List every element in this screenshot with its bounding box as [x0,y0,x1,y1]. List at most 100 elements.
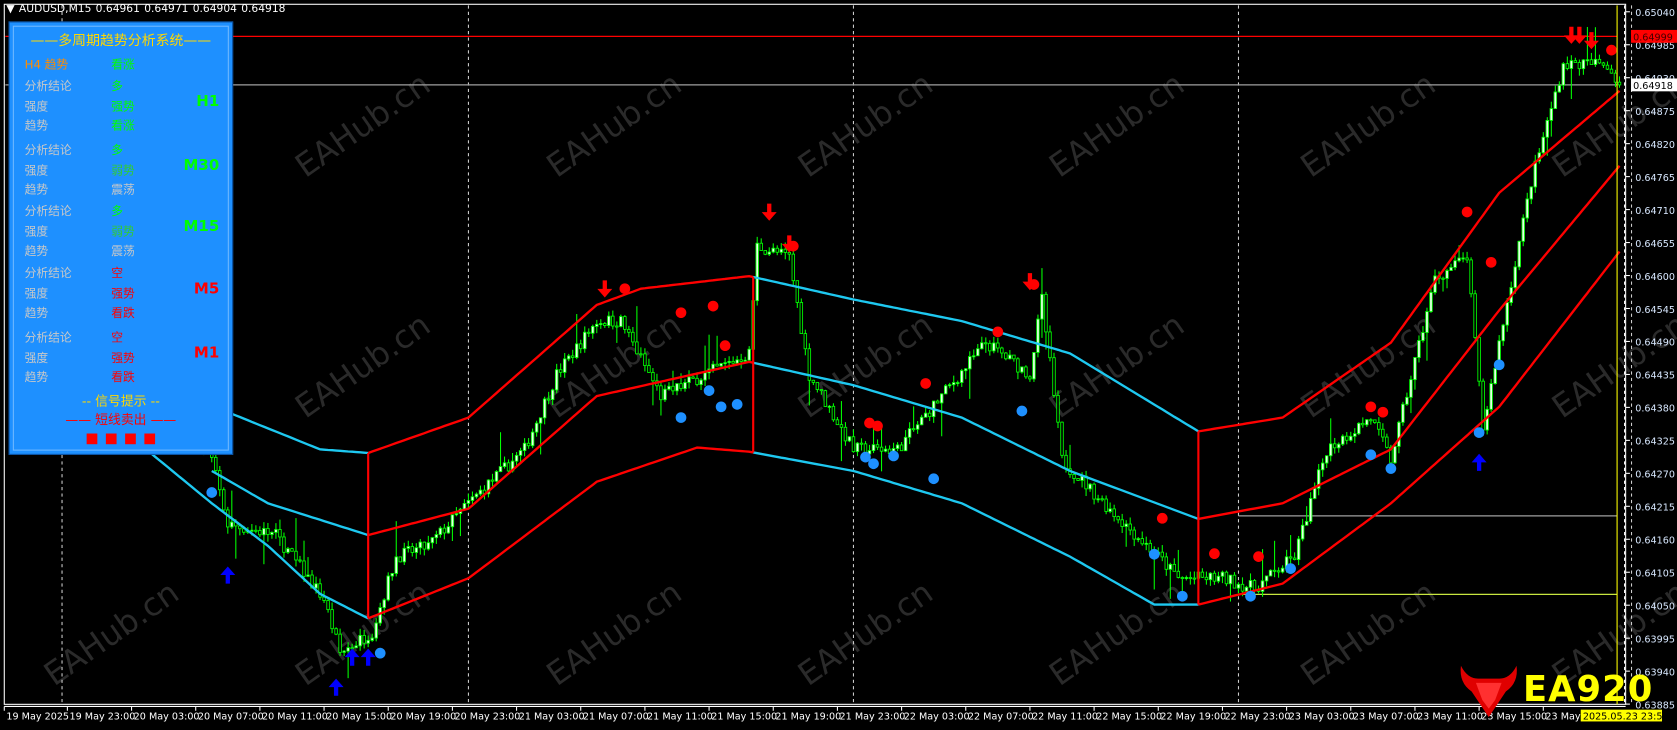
watermark-text: EAHub.cn [540,573,689,693]
candle-bear [1004,352,1008,360]
candle-bull [438,527,443,535]
candle-bear [1469,259,1473,295]
buy-dot [1016,405,1028,417]
y-tick-label: 0.64050 [1635,601,1675,612]
candle-bear [1345,435,1349,441]
sell-arrow-icon [1571,26,1587,44]
candle-bull [1457,257,1461,262]
panel-row-value: 看跌 [111,306,135,321]
y-tick-label: 0.64710 [1635,206,1675,217]
candle-bear [1333,443,1337,449]
candle-bear [1288,556,1293,559]
candle-bull [426,542,431,550]
y-tick-label: 0.64765 [1635,173,1675,184]
price-tag [1630,29,1677,43]
panel-row-value: 震荡 [111,244,135,258]
watermark-text: EAHub.cn [288,573,437,693]
trend-analysis-panel: ——多周期趋势分析系统—— H4 趋势 看涨 分析结论多强度 强势 趋势 看涨 H1 分析… [8,21,234,455]
candle-bear [546,398,551,401]
y-tick-label: 0.64325 [1635,437,1675,448]
band-middle-line [753,361,1199,521]
y-tick-label: 0.63995 [1635,634,1675,645]
candle-bull [474,493,479,498]
candle-bear [1132,529,1136,540]
sell-dot [1209,548,1220,560]
panel-row-value: 强势 [111,286,135,301]
candle-bull [1316,469,1321,489]
x-tick-label: 23 May 07:00 [1353,711,1419,722]
candle-bull [542,398,547,419]
candle-bear [254,529,258,532]
candle-bear [1381,428,1385,438]
candle-bull [1449,266,1453,271]
price-tag-label: 0.64999 [1633,33,1673,44]
candle-bull [675,383,679,392]
x-tick-label: 21 May 03:00 [519,711,585,722]
candle-bear [603,323,607,326]
triangle-down-icon[interactable]: ▼ [6,3,15,15]
candle-bull [1040,293,1044,320]
candle-bull [250,529,254,532]
sell-dot [1156,512,1168,524]
candle-bear [1565,63,1570,69]
candle-bull [952,382,956,386]
y-tick-label: 0.64600 [1635,272,1675,283]
candle-bull [895,444,900,449]
band-lower-line [138,443,369,620]
candle-bull [847,436,852,442]
watermark-text: EAHub.cn [791,306,940,426]
candle-bear [1589,59,1594,66]
candle-bear [298,559,302,562]
candle-bull [314,583,318,589]
candle-bear [278,529,282,538]
sell-dot [872,420,883,432]
candle-bull [1236,583,1241,589]
candle-bear [1056,394,1060,423]
candle-bull [1280,567,1285,573]
candle-bear [1120,519,1124,527]
candle-bear [442,527,447,534]
x-tick-label: 22 May 23:00 [1225,711,1291,722]
candle-bear [571,355,575,358]
candle-bear [1044,293,1048,333]
signal-square [125,433,136,445]
candle-bear [787,252,792,255]
x-tick-label: 20 May 03:00 [134,711,200,722]
y-tick-label: 0.64490 [1635,338,1675,349]
panel-row-label: 趋势 [24,306,49,321]
candle-bear [1232,574,1237,589]
candle-bull [591,325,595,334]
band-middle-line [367,360,754,537]
panel-row-value: 震荡 [111,183,135,197]
candle-bear [1000,347,1004,354]
high-value: 0.64971 [144,3,189,15]
panel-row-label: 趋势 [24,183,49,197]
buy-dot [1493,359,1505,371]
candle-bear [1252,580,1257,591]
candle-bull [1264,575,1269,582]
candle-bull [1421,332,1425,341]
candle-bear [1160,551,1164,558]
panel-row-value: 多 [111,204,123,219]
candle-bear [302,560,306,577]
y-tick-label: 0.63885 [1635,700,1675,711]
candle-bull [566,355,571,360]
candle-bull [1397,421,1401,447]
y-tick-label: 0.64875 [1635,107,1675,118]
candle-bear [1477,337,1481,382]
y-tick-label: 0.64820 [1635,140,1675,151]
candle-bull [394,556,398,574]
candle-bear [1172,563,1177,572]
candle-bear [1373,419,1377,423]
buy-dot [1285,563,1296,574]
candle-bear [1292,557,1297,561]
x-tick-label: 21 May 07:00 [583,711,649,722]
candle-bear [1609,68,1614,74]
candle-bear [815,381,820,390]
band-upper-line [367,274,754,455]
sell-arrow-icon [1583,32,1599,50]
x-tick-label: 19 May 23:00 [70,711,136,722]
x-tick-label: 20 May 15:00 [326,711,392,722]
